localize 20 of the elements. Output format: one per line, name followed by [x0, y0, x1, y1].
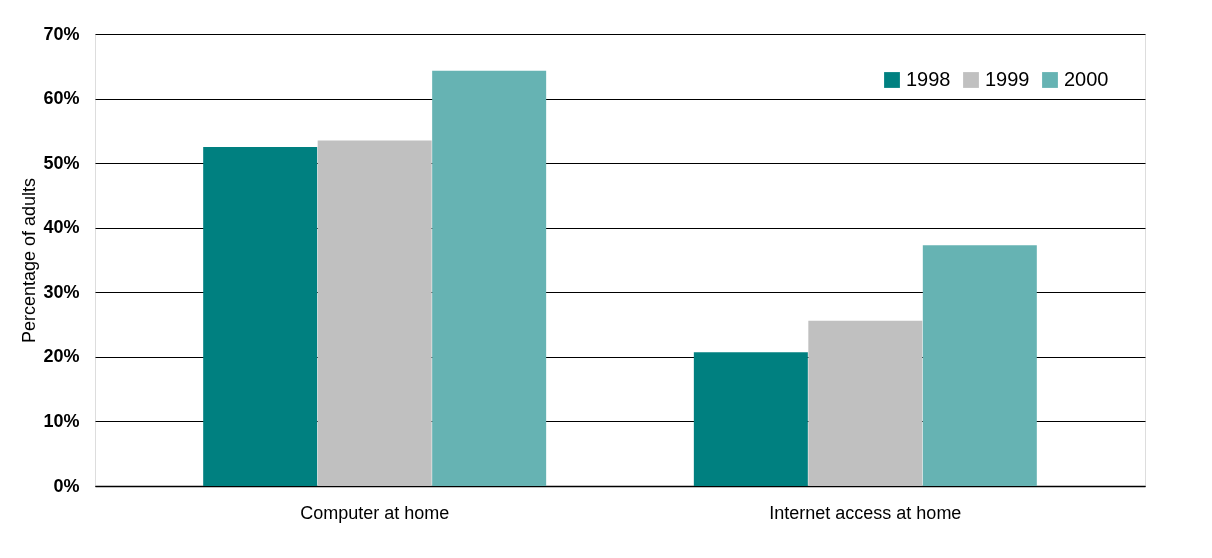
legend-label: 1998 — [906, 68, 951, 90]
legend-label: 2000 — [1064, 68, 1109, 90]
bar — [808, 320, 923, 486]
bar — [693, 352, 808, 486]
bar — [922, 245, 1037, 486]
bar — [317, 140, 432, 486]
y-tick-label: 20% — [43, 346, 80, 367]
x-tick-label: Internet access at home — [769, 502, 962, 523]
y-tick-label: 50% — [43, 152, 80, 173]
bar — [432, 70, 547, 486]
legend-label: 1999 — [985, 68, 1030, 90]
y-tick-label: 70% — [43, 23, 80, 44]
bar — [203, 147, 318, 486]
x-tick-label: Computer at home — [300, 502, 450, 523]
y-tick-label: 40% — [43, 217, 80, 238]
y-tick-label: 10% — [43, 410, 80, 431]
y-tick-label: 60% — [43, 88, 80, 109]
y-tick-label: 30% — [43, 281, 80, 302]
y-tick-label: 0% — [53, 475, 80, 496]
y-axis-title: Percentage of adults — [19, 177, 40, 344]
